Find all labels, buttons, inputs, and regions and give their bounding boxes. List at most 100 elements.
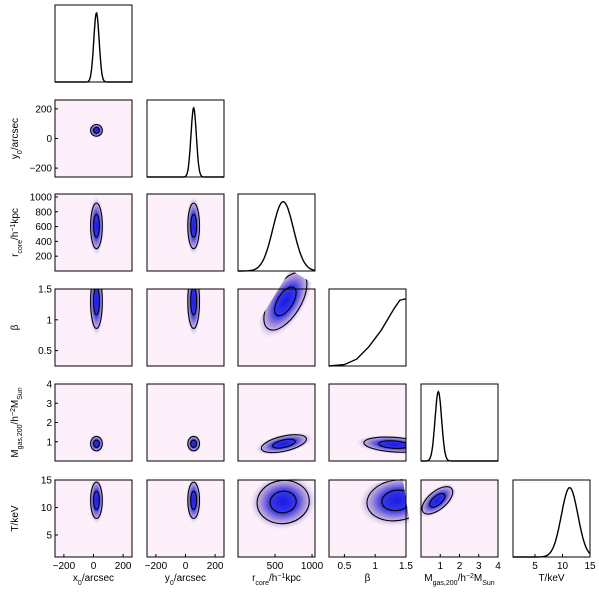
joint-panel-mgas-T — [417, 479, 499, 558]
y-tick-label: 0 — [46, 134, 52, 145]
y-axis-label-beta: β — [10, 324, 21, 330]
contour-2sigma — [256, 479, 310, 525]
joint-panel-y0-mgas — [146, 383, 225, 462]
panel-frame — [328, 479, 407, 558]
y-tick-label: 0.5 — [38, 346, 52, 357]
y-axis-label-T: T/keV — [10, 505, 21, 531]
x-tick-label: 0 — [183, 561, 189, 572]
x-tick-label: 2 — [457, 561, 463, 572]
y-tick-label: 1 — [46, 315, 52, 326]
x-axis-label-x0: x0/arcsec — [73, 573, 114, 587]
panel-frame — [328, 383, 407, 462]
contour-2sigma — [421, 486, 454, 515]
contour-1sigma — [190, 289, 198, 316]
contour-1sigma — [92, 490, 100, 510]
joint-panel-y0-beta — [146, 288, 225, 367]
contour-2sigma — [90, 289, 103, 329]
panel-background — [55, 100, 132, 177]
x-tick-label: 0 — [91, 561, 97, 572]
joint-panel-x0-T — [54, 479, 133, 558]
contour-1sigma — [429, 492, 446, 508]
y-tick-label: 200 — [35, 104, 52, 115]
density-fill — [248, 476, 318, 531]
joint-panel-y0-T — [146, 479, 225, 558]
marginal-panel-y0 — [146, 99, 225, 178]
contour-2sigma — [90, 202, 103, 250]
x-axis-label-rcore: rcore/h−1kpc — [252, 573, 301, 587]
y-tick-label: 200 — [35, 252, 52, 263]
panel-frame — [237, 193, 316, 272]
joint-panel-beta-mgas — [328, 383, 411, 462]
marginal-curve — [513, 486, 591, 558]
x-tick-label: 1000 — [301, 561, 324, 572]
marginal-panel-mgas — [420, 383, 499, 462]
x-axis-label-T: T/keV — [538, 573, 564, 584]
panel-background — [147, 480, 224, 557]
x-tick-label: 15 — [584, 561, 596, 572]
contour-2sigma — [90, 435, 103, 452]
x-tick-label: 10 — [557, 561, 569, 572]
x-tick-label: 1 — [372, 561, 378, 572]
y-tick-label: 400 — [35, 237, 52, 248]
marginal-panel-x0 — [54, 4, 133, 83]
x-tick-label: −200 — [145, 561, 168, 572]
y-axis-label-y0: y0/arcsec — [10, 118, 24, 159]
joint-panel-beta-T — [328, 478, 415, 558]
marginal-curve — [55, 11, 132, 83]
y-tick-label: 800 — [35, 207, 52, 218]
contour-1sigma — [274, 286, 297, 317]
panel-frame — [237, 383, 316, 462]
contour-1sigma — [92, 213, 100, 238]
panel-frame — [512, 479, 591, 558]
panel-background — [147, 194, 224, 271]
y-axis-label-mgas: Mgas,200/h−2MSun — [10, 387, 24, 457]
contour-1sigma — [190, 213, 198, 238]
panel-frame — [54, 4, 133, 83]
density-fill — [354, 434, 411, 455]
joint-panel-x0-beta — [54, 288, 133, 367]
density-fill — [88, 289, 105, 338]
x-axis-label-beta: β — [365, 573, 371, 584]
panel-frame — [420, 383, 499, 462]
contour-2sigma — [187, 202, 201, 250]
panel-frame — [237, 479, 316, 558]
x-axis-label-y0: y0/arcsec — [165, 573, 206, 587]
marginal-curve — [147, 106, 224, 178]
x-tick-label: 200 — [115, 561, 132, 572]
joint-panel-x0-y0 — [54, 99, 133, 178]
x-tick-label: 1.5 — [399, 561, 413, 572]
contour-1sigma — [92, 439, 100, 448]
contour-1sigma — [92, 126, 100, 134]
panel-frame — [146, 193, 225, 272]
y-axis-label-rcore: rcore/h−1kpc — [10, 208, 24, 257]
panel-frame — [146, 383, 225, 462]
y-tick-label: 5 — [46, 531, 52, 542]
density-fill — [417, 482, 458, 519]
panel-frame — [237, 288, 316, 367]
density-fill — [254, 431, 314, 456]
panel-background — [147, 384, 224, 461]
marginal-panel-beta — [328, 288, 407, 367]
contour-2sigma — [187, 289, 201, 329]
x-tick-label: 3 — [476, 561, 482, 572]
contour-1sigma — [190, 490, 198, 510]
x-tick-label: 4 — [495, 561, 501, 572]
density-fill — [257, 269, 314, 340]
contour-1sigma — [190, 439, 198, 448]
x-tick-label: 5 — [532, 561, 538, 572]
marginal-panel-rcore — [237, 193, 316, 272]
contour-1sigma — [92, 289, 100, 316]
contour-2sigma — [363, 436, 411, 453]
panel-frame — [328, 288, 407, 367]
panel-frame — [54, 193, 133, 272]
x-tick-label: 200 — [207, 561, 224, 572]
y-tick-label: 10 — [41, 503, 53, 514]
contour-2sigma — [187, 435, 201, 452]
x-tick-label: 1 — [437, 561, 443, 572]
joint-panel-x0-mgas — [54, 383, 133, 462]
contour-2sigma — [90, 123, 103, 137]
marginal-curve — [421, 390, 498, 462]
y-tick-label: 3 — [46, 399, 52, 410]
y-tick-label: 1000 — [30, 192, 53, 203]
